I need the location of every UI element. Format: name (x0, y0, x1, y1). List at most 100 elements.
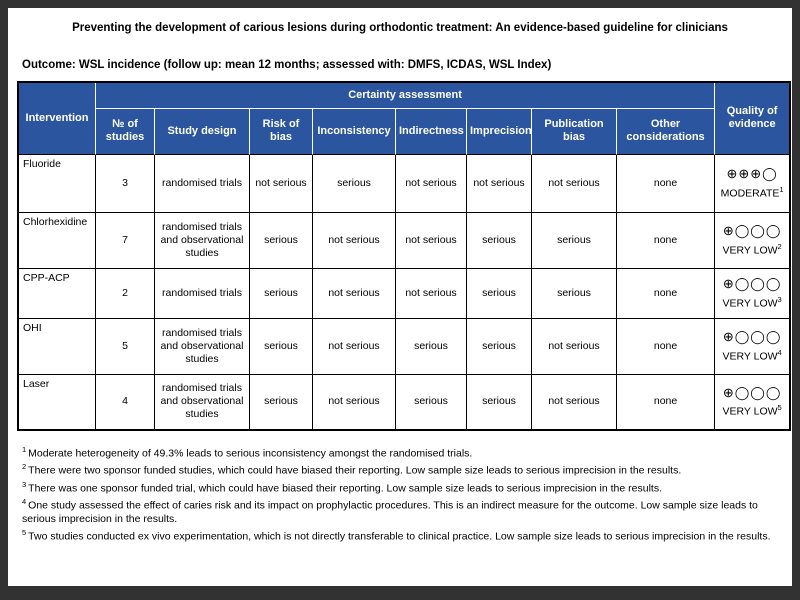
cell-other-considerations: none (617, 318, 716, 375)
cell-risk-of-bias: not serious (250, 154, 313, 213)
grade-footnote-ref: 3 (777, 294, 782, 304)
grade-symbols: ⊕⊕⊕◯ (726, 166, 778, 182)
cell-study-design: randomised trials and observational stud… (155, 318, 250, 375)
grade-label-text: VERY LOW (722, 350, 778, 363)
grade-label-text: VERY LOW (722, 297, 778, 310)
cell-quality: ⊕⊕⊕◯ MODERATE1 (715, 154, 790, 213)
cell-n-studies: 5 (96, 318, 155, 375)
footnotes: 1 Moderate heterogeneity of 49.3% leads t… (22, 445, 779, 545)
cell-publication-bias: not serious (532, 374, 617, 429)
cell-imprecision: not serious (467, 154, 532, 213)
cell-publication-bias: serious (532, 212, 617, 269)
grade-symbols: ⊕◯◯◯ (722, 223, 782, 239)
cell-inconsistency: not serious (313, 212, 396, 269)
grade-label: VERY LOW4 (718, 348, 786, 364)
grade-symbols: ⊕◯◯◯ (722, 384, 782, 400)
cell-intervention: Laser (19, 374, 96, 429)
cell-inconsistency: not serious (313, 374, 396, 429)
cell-indirectness: not serious (396, 268, 467, 319)
header-certainty-assessment: Certainty assessment (96, 82, 716, 109)
grade-symbols: ⊕◯◯◯ (722, 329, 782, 345)
table-row-chlorhexidine: Chlorhexidine 7 randomised trials and ob… (19, 212, 790, 269)
cell-imprecision: serious (467, 374, 532, 429)
cell-study-design: randomised trials (155, 154, 250, 213)
cell-study-design: randomised trials and observational stud… (155, 374, 250, 429)
cell-imprecision: serious (467, 268, 532, 319)
footnote-text: One study assessed the effect of caries … (22, 499, 758, 526)
cell-n-studies: 7 (96, 212, 155, 269)
header-row-2: № of studies Study design Risk of bias I… (19, 108, 789, 155)
header-indirectness: Indirectness (396, 108, 467, 155)
footnote-marker: 1 (22, 444, 27, 454)
header-imprecision: Imprecision (467, 108, 532, 155)
cell-publication-bias: serious (532, 268, 617, 319)
cell-indirectness: serious (396, 374, 467, 429)
footnote-2: 2 There were two sponsor funded studies, … (22, 462, 779, 478)
cell-imprecision: serious (467, 318, 532, 375)
footnote-text: There were two sponsor funded studies, w… (28, 464, 682, 477)
footnote-text: Two studies conducted ex vivo experiment… (28, 530, 771, 543)
grade-label: VERY LOW2 (718, 242, 786, 258)
grade-label-text: MODERATE (720, 187, 780, 200)
evidence-table: Intervention Certainty assessment Qualit… (17, 80, 792, 431)
page-content: Preventing the development of carious le… (8, 8, 792, 551)
footnote-marker: 5 (22, 528, 27, 538)
grade-label: VERY LOW5 (718, 403, 786, 419)
cell-indirectness: not serious (396, 154, 467, 213)
cell-other-considerations: none (617, 374, 716, 429)
cell-quality: ⊕◯◯◯ VERY LOW5 (715, 374, 790, 429)
footnote-marker: 2 (22, 462, 27, 472)
cell-risk-of-bias: serious (250, 318, 313, 375)
grade-label-text: VERY LOW (722, 405, 778, 418)
cell-study-design: randomised trials and observational stud… (155, 212, 250, 269)
cell-n-studies: 4 (96, 374, 155, 429)
grade-footnote-ref: 5 (777, 403, 782, 413)
cell-other-considerations: none (617, 154, 716, 213)
grade-footnote-ref: 2 (777, 241, 782, 251)
footnote-marker: 4 (22, 496, 27, 506)
cell-inconsistency: not serious (313, 318, 396, 375)
table-row-cpp-acp: CPP-ACP 2 randomised trials serious not … (19, 268, 790, 319)
cell-inconsistency: not serious (313, 268, 396, 319)
header-other-considerations: Other considerations (617, 108, 716, 155)
cell-indirectness: not serious (396, 212, 467, 269)
cell-other-considerations: none (617, 212, 716, 269)
table-row-ohi: OHI 5 randomised trials and observationa… (19, 318, 790, 375)
grade-footnote-ref: 1 (779, 184, 784, 194)
header-publication-bias: Publication bias (532, 108, 617, 155)
outcome-line: Outcome: WSL incidence (follow up: mean … (22, 58, 552, 71)
header-quality-of-evidence: Quality of evidence (715, 82, 790, 155)
cell-quality: ⊕◯◯◯ VERY LOW2 (715, 212, 790, 269)
cell-intervention: Chlorhexidine (19, 212, 96, 269)
cell-intervention: OHI (19, 318, 96, 375)
cell-imprecision: serious (467, 212, 532, 269)
cell-risk-of-bias: serious (250, 374, 313, 429)
cell-publication-bias: not serious (532, 154, 617, 213)
cell-quality: ⊕◯◯◯ VERY LOW4 (715, 318, 790, 375)
header-study-design: Study design (155, 108, 250, 155)
footnote-5: 5 Two studies conducted ex vivo experimen… (22, 528, 779, 544)
grade-label: VERY LOW3 (718, 295, 786, 311)
table-row-laser: Laser 4 randomised trials and observatio… (19, 374, 790, 429)
cell-risk-of-bias: serious (250, 212, 313, 269)
cell-n-studies: 3 (96, 154, 155, 213)
cell-indirectness: serious (396, 318, 467, 375)
cell-risk-of-bias: serious (250, 268, 313, 319)
cell-inconsistency: serious (313, 154, 396, 213)
header-n-studies: № of studies (96, 108, 155, 155)
header-intervention: Intervention (19, 82, 96, 155)
page-title: Preventing the development of carious le… (72, 22, 728, 34)
footnote-marker: 3 (22, 479, 27, 489)
cell-intervention: Fluoride (19, 154, 96, 213)
cell-intervention: CPP-ACP (19, 268, 96, 319)
grade-label: MODERATE1 (718, 185, 786, 201)
cell-other-considerations: none (617, 268, 716, 319)
header-row-1: Intervention Certainty assessment Qualit… (19, 82, 790, 155)
footnote-text: There was one sponsor funded trial, whic… (28, 482, 663, 495)
cell-n-studies: 2 (96, 268, 155, 319)
table-row-fluoride: Fluoride 3 randomised trials not serious… (19, 154, 790, 213)
grade-label-text: VERY LOW (722, 244, 778, 257)
grade-symbols: ⊕◯◯◯ (722, 276, 782, 292)
footnote-3: 3 There was one sponsor funded trial, whi… (22, 480, 779, 496)
